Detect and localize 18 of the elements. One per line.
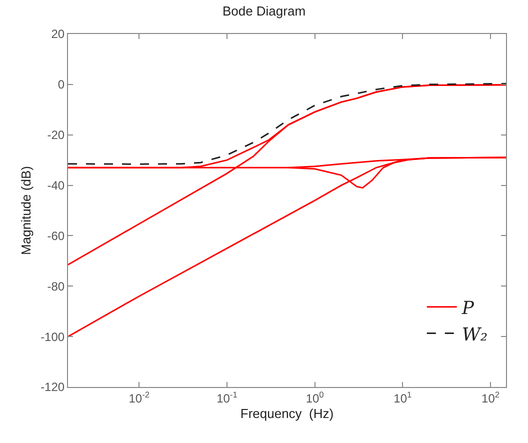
- x-axis-title: Frequency (Hz): [240, 406, 334, 421]
- chart-title: Bode Diagram: [222, 4, 306, 19]
- y-tick-label: -20: [47, 128, 65, 142]
- x-tick-label: 10$^{-2}$: [128, 389, 150, 406]
- x-tick-label: 10$^{0}$: [306, 389, 324, 406]
- y-tick-label: -80: [47, 279, 65, 294]
- legend-label: P: [460, 298, 475, 319]
- y-tick-label: -100: [40, 330, 65, 344]
- y-tick-label: 20: [51, 27, 65, 42]
- y-tick-label: 0: [58, 78, 65, 92]
- y-axis-title: Magnitude (dB): [18, 166, 34, 255]
- y-tick-label: -40: [47, 178, 65, 192]
- y-tick-label: -120: [40, 380, 65, 394]
- x-tick-label: 10$^{2}$: [482, 389, 500, 406]
- x-tick-label: 10$^{-1}$: [216, 389, 238, 406]
- legend-label: W₂: [462, 324, 488, 346]
- x-tick-label: 10$^{1}$: [394, 389, 412, 406]
- y-tick-label: -60: [47, 228, 65, 243]
